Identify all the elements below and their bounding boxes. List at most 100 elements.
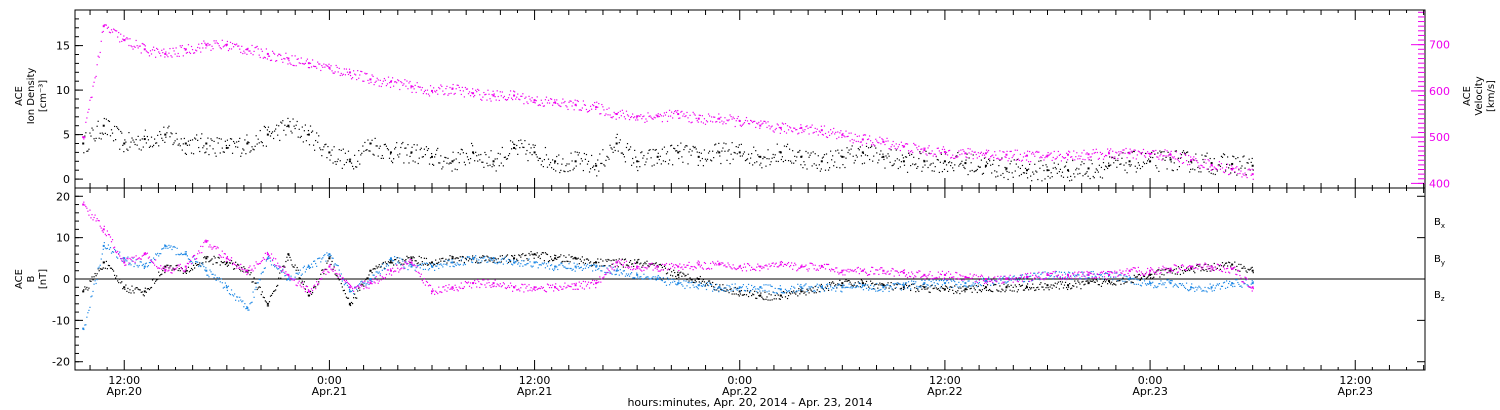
bottom-dot-1-551 [648, 277, 650, 280]
bottom-dot-1-90 [175, 254, 177, 256]
bottom-dot-0-744 [846, 280, 848, 283]
top-dot-1-213 [301, 62, 303, 65]
bottom-dot-1-431 [525, 264, 527, 266]
bottom-dot-0-551 [648, 266, 650, 268]
top-dot-0-160 [247, 141, 249, 143]
top-dot-0-56 [140, 149, 142, 151]
top-dot-0-1040 [1150, 156, 1152, 158]
bottom-dot-0-446 [540, 253, 542, 255]
top-dot-0-400 [493, 165, 495, 167]
top-dot-1-125 [211, 45, 213, 47]
top-dot-1-563 [660, 115, 662, 117]
top-dot-1-1101 [1212, 168, 1214, 171]
bottom-dot-0-499 [595, 261, 597, 263]
bottom-dot-0-428 [522, 253, 524, 255]
top-dot-1-883 [989, 158, 991, 160]
bottom-dot-1-407 [500, 259, 502, 261]
bottom-dot-1-395 [488, 257, 490, 259]
top-dot-1-56 [140, 52, 142, 54]
top-dot-0-124 [210, 138, 212, 140]
bottom-dot-1-163 [250, 302, 252, 304]
bottom-dot-0-941 [1048, 289, 1050, 291]
top-dot-1-324 [415, 91, 417, 94]
top-point-1-31 [718, 117, 721, 120]
top-dot-0-101 [186, 144, 189, 146]
top-dot-0-181 [268, 131, 271, 133]
bottom-point-1-37 [841, 286, 844, 289]
top-dot-1-1012 [1121, 152, 1123, 154]
bottom-dot-0-946 [1053, 285, 1055, 287]
top-dot-1-260 [349, 74, 352, 77]
top-dot-0-149 [236, 141, 238, 143]
top-dot-0-11 [94, 140, 96, 142]
bottom-dot-1-475 [570, 267, 572, 270]
top-dot-1-404 [497, 95, 499, 98]
top-dot-0-1061 [1171, 169, 1173, 171]
bottom-dot-0-154 [241, 266, 243, 269]
top-dot-1-503 [599, 113, 601, 115]
top-dot-1-533 [629, 116, 632, 119]
top-dot-0-206 [294, 127, 296, 130]
top-dot-1-494 [589, 105, 592, 107]
bottom-dot-0-99 [184, 271, 186, 273]
bottom-dot-1-531 [627, 273, 630, 275]
bottom-dot-0-76 [161, 273, 163, 275]
top-dot-0-246 [335, 163, 337, 165]
top-dot-0-1110 [1221, 156, 1224, 158]
top-dot-1-13 [96, 64, 98, 66]
top-dot-0-1048 [1158, 170, 1160, 173]
bottom-dot-0-34 [118, 281, 120, 284]
bottom-dot-1-336 [427, 269, 430, 271]
bottom-dot-1-2 [85, 324, 87, 326]
bottom-dot-0-514 [610, 259, 612, 262]
bottom-dot-0-603 [701, 280, 703, 282]
bottom-dot-1-31 [115, 250, 117, 252]
bottom-dot-0-967 [1075, 282, 1077, 285]
top-dot-1-997 [1105, 155, 1108, 157]
bottom-dot-0-1112 [1223, 264, 1226, 266]
top-dot-1-1119 [1231, 165, 1233, 167]
top-dot-0-659 [759, 164, 761, 166]
bottom-dot-1-660 [760, 286, 762, 288]
top-dot-1-467 [562, 98, 564, 100]
bottom-dot-0-701 [802, 290, 804, 292]
bottom-dot-1-259 [348, 288, 351, 291]
top-dot-0-884 [990, 164, 992, 166]
bottom-dot-0-200 [288, 254, 290, 257]
bottom-dot-0-975 [1083, 284, 1085, 286]
bottom-dot-1-859 [964, 285, 966, 287]
bottom-dot-0-623 [722, 284, 724, 286]
bottom-dot-0-417 [510, 255, 513, 257]
top-dot-1-943 [1050, 152, 1052, 154]
top-dot-1-530 [626, 114, 629, 116]
bottom-dot-0-813 [917, 289, 919, 291]
top-dot-1-403 [496, 90, 498, 92]
top-dot-0-661 [761, 167, 763, 169]
bottom-dot-1-618 [717, 287, 719, 289]
bottom-dot-1-536 [633, 277, 635, 279]
top-dot-1-775 [878, 142, 880, 144]
bottom-dot-1-332 [423, 262, 425, 264]
top-dot-1-909 [1015, 159, 1017, 161]
top-dot-0-760 [862, 152, 865, 154]
bottom-dot-0-443 [537, 256, 539, 258]
top-dot-0-700 [801, 155, 803, 157]
bottom-point-0-57 [1251, 269, 1254, 272]
top-dot-0-254 [343, 164, 345, 166]
top-dot-1-310 [401, 82, 403, 84]
top-dot-0-805 [909, 154, 911, 156]
bottom-dot-0-938 [1045, 287, 1047, 289]
bottom-dot-1-518 [614, 273, 616, 276]
top-dot-1-440 [534, 102, 536, 104]
bottom-dot-1-514 [610, 272, 612, 274]
top-dot-1-387 [480, 98, 482, 100]
top-dot-0-954 [1061, 171, 1064, 173]
top-dot-1-1137 [1249, 169, 1251, 171]
top-dot-0-316 [407, 143, 409, 146]
top-dot-0-278 [368, 150, 370, 152]
top-dot-0-729 [831, 159, 833, 161]
top-point-1-1 [102, 25, 105, 28]
bottom-dot-0-711 [812, 287, 814, 289]
top-dot-0-575 [673, 147, 675, 149]
bottom-dot-1-747 [849, 287, 851, 289]
